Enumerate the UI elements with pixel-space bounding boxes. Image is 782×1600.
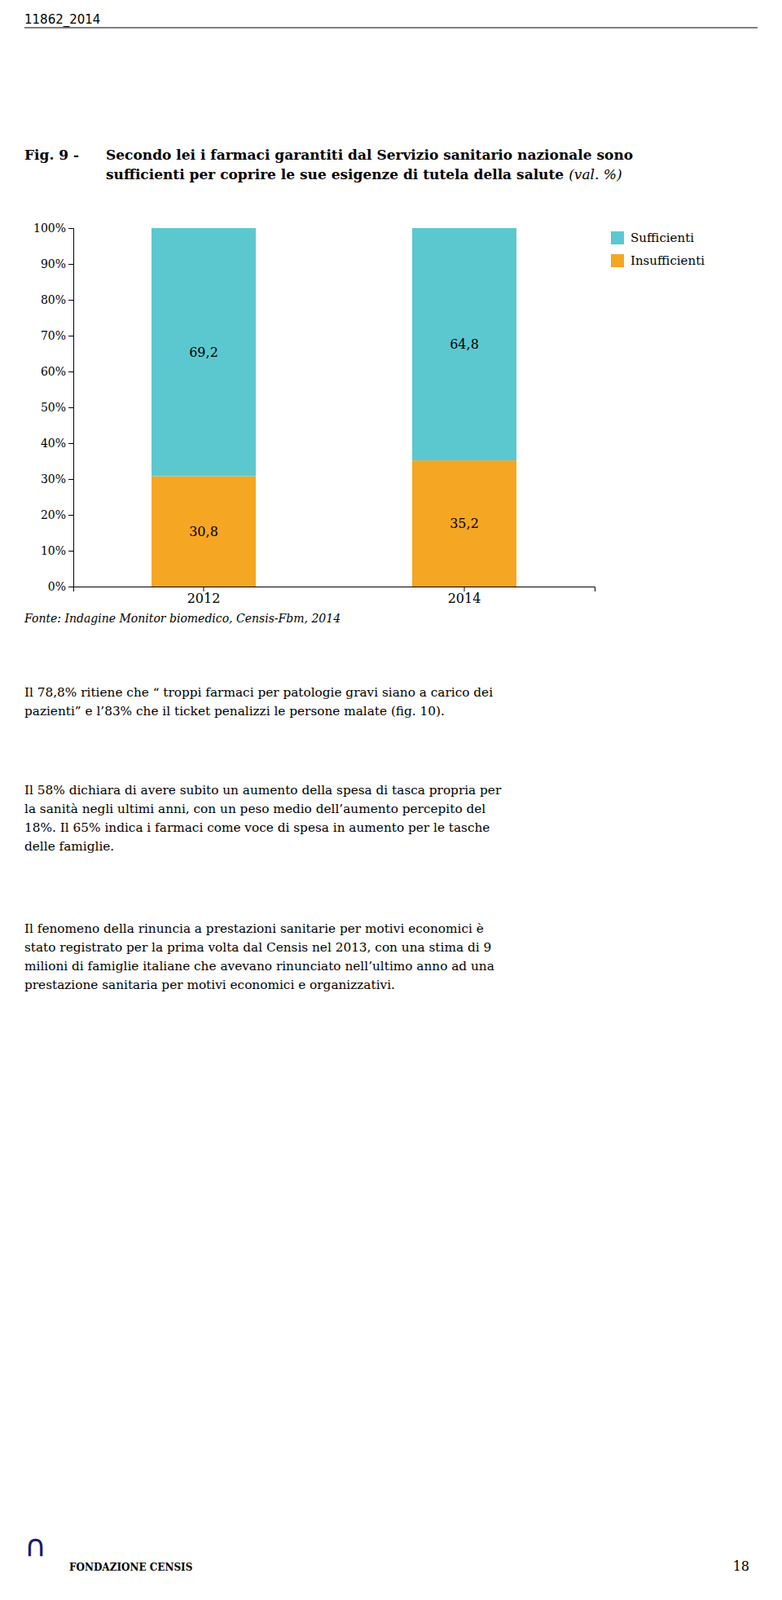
y-tick: 80% [40,293,74,307]
paragraph-line: Il fenomeno della rinuncia a prestazioni… [24,921,484,936]
y-tick-label: 30% [40,472,66,486]
chart-title: Secondo lei i farmaci garantiti dal Serv… [105,146,633,183]
y-tick-mark [68,586,74,588]
legend-item: Sufficienti [610,230,695,246]
page-number: 18 [733,1558,750,1574]
y-tick-label: 0% [48,579,66,594]
y-tick-label: 20% [40,508,66,522]
y-tick-mark [68,228,74,229]
y-tick-mark [68,550,74,552]
fig-label: Fig. 9 - [24,146,80,163]
y-tick-mark [68,443,74,444]
y-tick-label: 90% [40,257,66,271]
paragraph-line: pazienti” e l’83% che il ticket penalizz… [24,703,445,719]
paragraph-line: la sanità negli ultimi anni, con un peso… [24,801,486,817]
x-axis: 2012 2014 [74,586,596,607]
paragraph: Il 58% dichiara di avere subito un aumen… [24,782,502,854]
paragraph: Il 78,8% ritiene che “ troppi farmaci pe… [24,685,493,719]
legend-label: Insufficienti [630,253,705,268]
y-tick-mark [68,407,74,409]
bar [151,475,256,587]
legend-swatch [610,254,624,268]
paragraph-line: milioni di famiglie italiane che avevano… [24,958,495,974]
legend-item: Insufficienti [610,253,705,268]
x-axis-line [74,587,596,593]
y-tick: 10% [40,544,74,558]
y-tick-label: 40% [40,436,66,450]
paragraph-line: 18%. Il 65% indica i farmaci come voce d… [24,820,490,835]
y-tick-mark [68,335,74,337]
y-tick-label: 70% [40,329,66,343]
data-label: 69,2 [188,344,219,361]
logo: ∩ [24,1528,47,1564]
y-tick-label: 50% [40,400,66,414]
legend-label: Sufficienti [630,230,695,246]
chart-title-line: Secondo lei i farmaci garantiti dal Serv… [105,146,633,163]
bars [151,228,517,587]
source: Fonte: Indagine Monitor biomedico, Censi… [23,611,341,625]
page: 11862_2014 Fig. 9 - Secondo lei i farmaci … [0,0,782,1600]
data-label: 35,2 [449,515,479,532]
y-tick-mark [68,514,74,516]
x-tick: 2014 [448,586,482,607]
header-rule [24,27,758,29]
y-tick: 100% [33,221,74,235]
data-labels: 30,8 35,2 69,2 64,8 [188,336,479,540]
bar [151,228,256,476]
y-tick-label: 60% [40,364,66,378]
x-tick-label: 2012 [187,590,221,607]
bar [412,460,517,587]
y-tick: 20% [40,508,74,522]
chart: 0%10%20%30%40%50%60%70%80%90%100%2012201… [33,221,705,607]
legend: Sufficienti Insufficienti [610,230,705,268]
x-tick: 2012 [187,586,221,607]
legend-swatch [610,231,624,245]
paragraph-line: Il 58% dichiara di avere subito un aumen… [24,782,502,798]
y-tick-label: 100% [33,221,66,235]
y-tick-mark [68,371,74,373]
y-tick-mark [68,478,74,480]
footer-left: FONDAZIONE CENSIS [69,1561,193,1573]
y-tick: 40% [40,436,74,450]
y-tick: 90% [40,257,74,271]
y-tick: 0% [48,579,74,594]
data-label: 64,8 [449,336,479,352]
y-tick-mark [68,299,74,301]
y-axis: 0% 10% 20% 30% 40% 50% 60% 70% 80% 90% 100% [33,221,75,594]
y-tick-label: 80% [40,293,66,307]
y-tick: 70% [40,329,74,343]
chart-title-line: sufficienti per coprire le sue esigenze … [105,166,564,183]
data-label: 30,8 [188,523,219,540]
x-tick-label: 2014 [448,590,482,607]
y-tick: 50% [40,400,74,414]
paragraph: Il fenomeno della rinuncia a prestazioni… [24,921,495,993]
y-tick: 60% [40,364,74,378]
y-tick-mark [68,263,74,265]
y-tick-label: 10% [40,544,66,558]
y-axis-line [68,228,75,588]
chart-subtitle: (val. %) [568,166,622,183]
y-tick: 30% [40,472,74,486]
paragraph-line: stato registrato per la prima volta dal … [24,940,492,955]
paragraph-line: Il 78,8% ritiene che “ troppi farmaci pe… [24,685,493,700]
bar [412,228,517,461]
paragraph-line: delle famiglie. [24,839,115,854]
header: 11862_2014 [24,12,101,28]
paragraph-line: prestazione sanitaria per motivi economi… [24,977,396,993]
